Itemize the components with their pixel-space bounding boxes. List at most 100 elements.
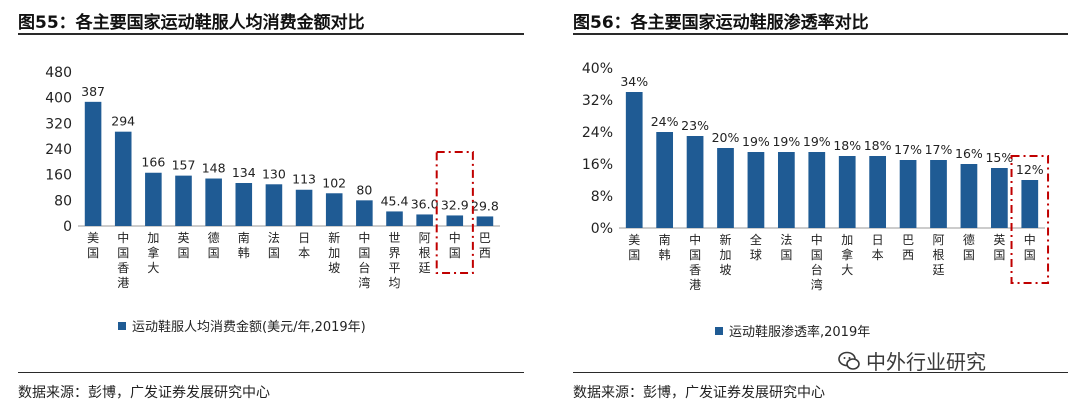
- y-tick-label: 160: [45, 168, 72, 184]
- y-tick-label: 240: [45, 142, 72, 158]
- bar-中国: [446, 215, 464, 226]
- data-label: 294: [111, 114, 135, 129]
- data-label: 113: [292, 172, 316, 187]
- x-tick-label: 美国: [628, 233, 640, 262]
- watermark-text: 中外行业研究: [866, 350, 986, 374]
- data-label: 36.0: [411, 196, 439, 211]
- bar-新加坡: [325, 193, 343, 226]
- x-tick-label: 新加坡: [719, 232, 731, 277]
- x-tick-label: 阿根廷: [419, 231, 431, 275]
- wechat-icon: [838, 351, 860, 370]
- data-label: 16%: [955, 146, 983, 161]
- source-rule: [573, 372, 1068, 373]
- bar-英国: [990, 168, 1008, 228]
- data-label: 34%: [620, 74, 648, 89]
- bar-巴西: [476, 216, 494, 226]
- bar-美国: [84, 101, 102, 226]
- bar-世界平均: [386, 211, 403, 226]
- data-label: 166: [141, 155, 165, 170]
- title-rule: [573, 33, 1068, 35]
- bar-中国台湾: [808, 152, 826, 228]
- bar-全球: [747, 152, 765, 228]
- x-tick-label: 日本: [872, 233, 884, 262]
- bar-加拿大: [838, 156, 856, 228]
- x-tick-label: 德国: [208, 230, 220, 260]
- x-tick-label: 南韩: [659, 232, 671, 262]
- x-tick-label: 加拿大: [147, 231, 159, 275]
- bar-日本: [869, 156, 887, 228]
- chart-panel-per-capita: 图55：各主要国家运动鞋服人均消费金额对比 480 400 320 240 160 80 0…: [18, 13, 524, 401]
- y-tick-label: 40%: [582, 61, 613, 77]
- y-tick-label: 480: [45, 65, 72, 81]
- y-tick-label: 8%: [591, 189, 613, 205]
- data-label: 17%: [925, 142, 953, 157]
- x-tick-label: 新加坡: [328, 230, 340, 275]
- chart-title: 图55：各主要国家运动鞋服人均消费金额对比: [18, 13, 365, 33]
- data-label: 45.4: [381, 193, 409, 208]
- x-tick-label: 全球: [750, 232, 762, 262]
- bar-chart-per-capita: 480 400 320 240 160 80 0 387 美国 294 中国香港 166 加拿大 157 英…: [45, 65, 500, 335]
- x-tick-label: 阿根廷: [932, 233, 944, 277]
- data-label: 15%: [985, 150, 1013, 165]
- data-label: 32.9: [441, 197, 469, 212]
- bar-英国: [175, 175, 192, 226]
- title-rule: [18, 33, 524, 35]
- bar-德国: [960, 164, 978, 228]
- data-label: 80: [356, 182, 372, 197]
- data-label: 18%: [864, 138, 892, 153]
- y-tick-label: 24%: [582, 125, 613, 141]
- data-label: 19%: [772, 134, 800, 149]
- bar-巴西: [899, 160, 917, 228]
- bar-加拿大: [145, 172, 162, 226]
- highlight-box: [435, 151, 474, 274]
- y-tick-label: 16%: [582, 157, 613, 173]
- x-tick-label: 中国: [449, 230, 461, 260]
- data-label: 24%: [651, 114, 679, 129]
- highlight-box: [1010, 155, 1050, 284]
- data-label: 17%: [894, 142, 922, 157]
- bar-中国香港: [686, 136, 704, 228]
- data-label: 102: [322, 175, 346, 190]
- x-tick-label: 南韩: [238, 230, 250, 260]
- bar-中国香港: [114, 131, 132, 226]
- data-label: 130: [262, 166, 286, 181]
- source-note: 数据来源：彭博，广发证券发展研究中心: [18, 385, 270, 401]
- data-label: 12%: [1016, 162, 1044, 177]
- x-tick-label: 日本: [298, 231, 310, 260]
- y-tick-label: 32%: [582, 93, 613, 109]
- data-label: 157: [172, 158, 196, 173]
- x-tick-label: 巴西: [902, 233, 914, 262]
- x-tick-label: 英国: [993, 233, 1005, 262]
- data-label: 20%: [712, 130, 740, 145]
- y-tick-label: 400: [45, 91, 72, 107]
- x-tick-label: 英国: [177, 231, 189, 260]
- data-label: 148: [202, 161, 226, 176]
- x-tick-label: 美国: [87, 231, 99, 260]
- source-rule: [18, 372, 524, 373]
- x-tick-label: 中国台湾: [358, 230, 370, 290]
- data-label: 134: [232, 165, 256, 180]
- bar-法国: [777, 152, 795, 228]
- data-label: 19%: [803, 134, 831, 149]
- y-tick-label: 80: [54, 193, 72, 209]
- data-label: 29.8: [471, 198, 499, 213]
- bar-chart-penetration: 40% 32% 24% 16% 8% 0% 34% 美国 24% 南韩 23% 中国香港 20% 新加坡 1…: [582, 61, 1050, 340]
- source-note: 数据来源：彭博，广发证券发展研究中心: [573, 385, 825, 401]
- chart-title: 图56：各主要国家运动鞋服渗透率对比: [573, 13, 869, 33]
- bar-阿根廷: [930, 160, 947, 228]
- bar-新加坡: [717, 148, 734, 228]
- x-tick-label: 世界平均: [388, 231, 400, 290]
- legend-swatch: [715, 327, 723, 335]
- x-tick-label: 中国香港: [689, 232, 701, 292]
- bar-日本: [295, 189, 313, 226]
- x-tick-label: 巴西: [479, 231, 491, 260]
- bar-南韩: [235, 183, 253, 226]
- data-label: 387: [81, 84, 105, 99]
- x-tick-label: 中国: [1024, 232, 1036, 262]
- x-tick-label: 法国: [268, 231, 280, 260]
- bar-阿根廷: [416, 214, 433, 226]
- x-tick-label: 德国: [963, 232, 975, 262]
- x-tick-label: 法国: [780, 233, 792, 262]
- y-tick-label: 320: [45, 116, 72, 132]
- bar-法国: [265, 184, 283, 226]
